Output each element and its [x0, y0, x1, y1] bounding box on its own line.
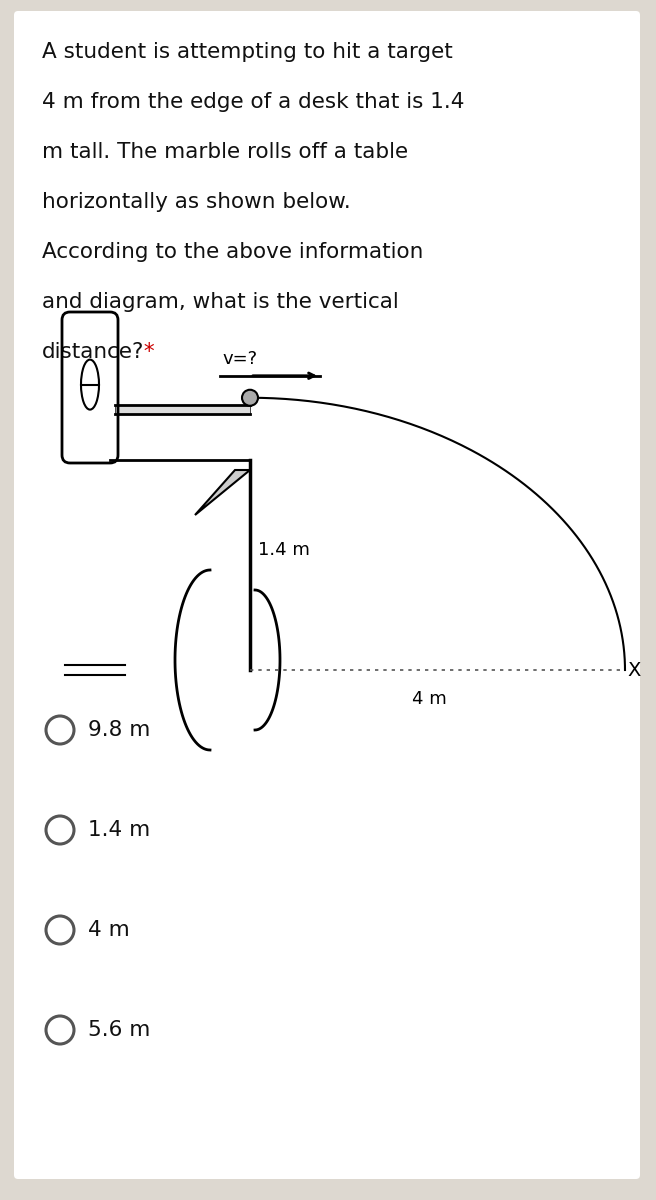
FancyBboxPatch shape [14, 11, 640, 1178]
Text: v=?: v=? [222, 349, 257, 367]
Text: m tall. The marble rolls off a table: m tall. The marble rolls off a table [42, 142, 408, 162]
Bar [115, 404, 250, 414]
Text: and diagram, what is the vertical: and diagram, what is the vertical [42, 292, 399, 312]
Text: 1.4 m: 1.4 m [88, 820, 150, 840]
Text: 9.8 m: 9.8 m [88, 720, 150, 740]
Text: horizontally as shown below.: horizontally as shown below. [42, 192, 351, 212]
Text: 4 m: 4 m [413, 690, 447, 708]
Text: 1.4 m: 1.4 m [258, 541, 310, 559]
Text: A student is attempting to hit a target: A student is attempting to hit a target [42, 42, 453, 62]
Text: 4 m from the edge of a desk that is 1.4: 4 m from the edge of a desk that is 1.4 [42, 92, 464, 112]
Text: distance?: distance? [42, 342, 144, 362]
Polygon shape [195, 470, 250, 515]
Circle shape [242, 390, 258, 406]
Text: 4 m: 4 m [88, 920, 130, 940]
Text: *: * [137, 342, 155, 362]
Text: X: X [627, 660, 640, 679]
Text: According to the above information: According to the above information [42, 242, 423, 262]
Text: 5.6 m: 5.6 m [88, 1020, 150, 1040]
